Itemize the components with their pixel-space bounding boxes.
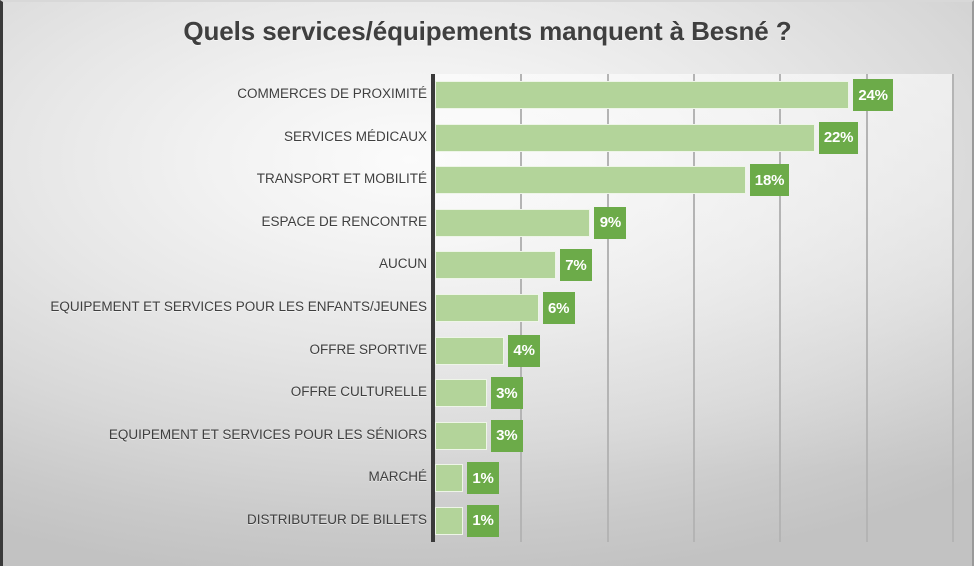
bar-value-label: 7% [559, 249, 592, 282]
category-label: EQUIPEMENT ET SERVICES POUR LES SÉNIORS [108, 426, 427, 442]
value-axis-line [431, 74, 435, 542]
plot-area: 24% 22% 18% 9% 7% 6% 4% 3% 3% 1% 1% [431, 74, 954, 542]
gridline-10 [606, 74, 609, 542]
bar [435, 506, 463, 535]
bar [435, 166, 746, 195]
bar [435, 294, 539, 322]
gridline-25 [865, 74, 868, 542]
page-title: Quels services/équipements manquent à Be… [183, 16, 792, 46]
category-label: DISTRIBUTEUR DE BILLETS [246, 511, 427, 527]
bar [435, 251, 556, 280]
bar-value-label: 3% [490, 377, 523, 410]
category-label: AUCUN [378, 256, 427, 272]
category-label: SERVICES MÉDICAUX [283, 128, 427, 144]
category-label: MARCHÉ [368, 469, 427, 485]
gridline-30 [952, 74, 954, 542]
bar [435, 464, 463, 493]
bar-value-label: 3% [490, 419, 523, 452]
category-label: ESPACE DE RENCONTRE [261, 213, 427, 229]
category-label: OFFRE SPORTIVE [309, 341, 427, 357]
category-label: OFFRE CULTURELLE [290, 384, 427, 400]
category-label: COMMERCES DE PROXIMITÉ [237, 86, 427, 102]
bar [435, 208, 591, 237]
bar [435, 336, 505, 365]
bar-value-label: 24% [853, 79, 893, 112]
bar-value-label: 1% [467, 504, 499, 537]
bar-value-label: 1% [467, 462, 499, 495]
category-axis: COMMERCES DE PROXIMITÉ SERVICES MÉDICAUX T… [3, 74, 427, 542]
category-label: TRANSPORT ET MOBILITÉ [256, 171, 427, 187]
bar [435, 379, 487, 408]
bar-value-label: 6% [542, 292, 575, 324]
bar [435, 421, 487, 450]
bar-value-label: 9% [594, 206, 627, 239]
gridline-15 [693, 74, 695, 542]
bar [435, 123, 815, 152]
bar-value-label: 18% [749, 164, 790, 197]
bar-value-label: 22% [818, 121, 859, 154]
bar [435, 81, 850, 110]
category-label: EQUIPEMENT ET SERVICES POUR LES ENFANTS/… [50, 299, 427, 314]
gridline-20 [779, 74, 782, 542]
bar-value-label: 4% [508, 334, 541, 367]
